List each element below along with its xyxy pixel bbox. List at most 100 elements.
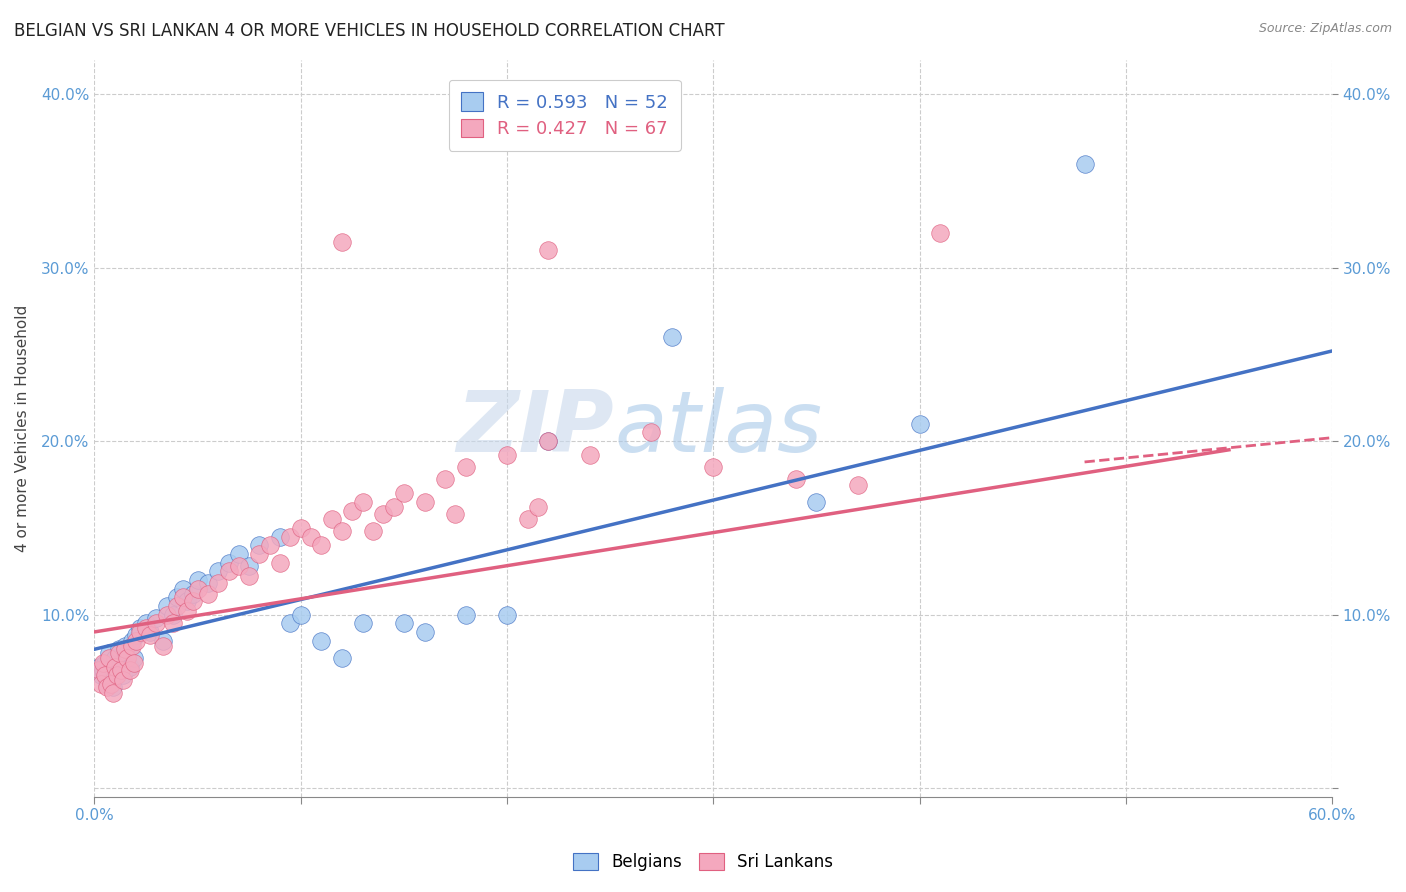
Point [96, 677, 118, 691]
Point [145, 611, 167, 625]
Point [280, 616, 302, 631]
Point [382, 500, 405, 514]
Point [87, 659, 110, 673]
Point [108, 646, 131, 660]
Point [249, 547, 271, 561]
Text: Source: ZipAtlas.com: Source: ZipAtlas.com [1258, 22, 1392, 36]
Point [121, 633, 143, 648]
Point [207, 576, 229, 591]
Point [112, 668, 135, 682]
Point [90, 668, 112, 682]
Point [118, 659, 141, 673]
Point [392, 486, 415, 500]
Point [135, 616, 157, 631]
Text: atlas: atlas [614, 386, 823, 469]
Point [352, 495, 374, 509]
Point [166, 591, 188, 605]
Point [702, 460, 724, 475]
Point [117, 651, 139, 665]
Point [162, 607, 184, 622]
Point [218, 564, 240, 578]
Point [352, 616, 374, 631]
Point [156, 607, 179, 622]
Point [128, 624, 150, 639]
Point [104, 659, 127, 673]
Point [218, 556, 240, 570]
Point [152, 639, 174, 653]
Point [112, 673, 135, 688]
Point [176, 593, 198, 607]
Point [269, 556, 291, 570]
Point [166, 599, 188, 613]
Point [90, 677, 112, 691]
Point [806, 495, 828, 509]
Point [94, 656, 117, 670]
Point [311, 538, 333, 552]
Point [661, 330, 683, 344]
Text: BELGIAN VS SRI LANKAN 4 OR MORE VEHICLES IN HOUSEHOLD CORRELATION CHART: BELGIAN VS SRI LANKAN 4 OR MORE VEHICLES… [14, 22, 724, 40]
Point [114, 639, 136, 653]
Text: ZIP: ZIP [457, 386, 614, 469]
Point [228, 547, 250, 561]
Point [640, 425, 662, 440]
Point [785, 472, 807, 486]
Point [269, 529, 291, 543]
Point [197, 576, 219, 591]
Point [846, 477, 869, 491]
Legend: Belgians, Sri Lankans: Belgians, Sri Lankans [565, 845, 841, 880]
Point [108, 642, 131, 657]
Point [104, 651, 127, 665]
Point [321, 512, 343, 526]
Point [537, 434, 560, 449]
Point [118, 663, 141, 677]
Point [197, 587, 219, 601]
Point [330, 524, 353, 539]
Point [152, 633, 174, 648]
Point [330, 235, 353, 249]
Point [114, 642, 136, 657]
Point [290, 607, 312, 622]
Point [125, 628, 148, 642]
Point [187, 573, 209, 587]
Point [361, 524, 384, 539]
Point [97, 646, 120, 660]
Point [145, 616, 167, 631]
Point [228, 559, 250, 574]
Point [122, 651, 145, 665]
Point [87, 663, 110, 677]
Point [121, 639, 143, 653]
Point [94, 668, 117, 682]
Point [105, 668, 128, 682]
Point [238, 559, 260, 574]
Point [290, 521, 312, 535]
Point [392, 616, 415, 631]
Point [259, 538, 281, 552]
Point [162, 616, 184, 631]
Point [454, 460, 477, 475]
Point [187, 582, 209, 596]
Point [578, 448, 600, 462]
Point [105, 663, 128, 677]
Point [207, 564, 229, 578]
Point [299, 529, 322, 543]
Point [101, 685, 124, 699]
Point [117, 646, 139, 660]
Point [91, 656, 114, 670]
Point [311, 633, 333, 648]
Point [156, 599, 179, 613]
Point [100, 673, 122, 688]
Legend: R = 0.593   N = 52, R = 0.427   N = 67: R = 0.593 N = 52, R = 0.427 N = 67 [449, 79, 681, 151]
Point [527, 500, 550, 514]
Point [434, 472, 457, 486]
Point [238, 569, 260, 583]
Point [454, 607, 477, 622]
Point [100, 677, 122, 691]
Point [342, 503, 364, 517]
Point [135, 622, 157, 636]
Point [172, 582, 194, 596]
Point [139, 628, 162, 642]
Point [176, 604, 198, 618]
Point [280, 529, 302, 543]
Point [96, 681, 118, 695]
Point [183, 593, 205, 607]
